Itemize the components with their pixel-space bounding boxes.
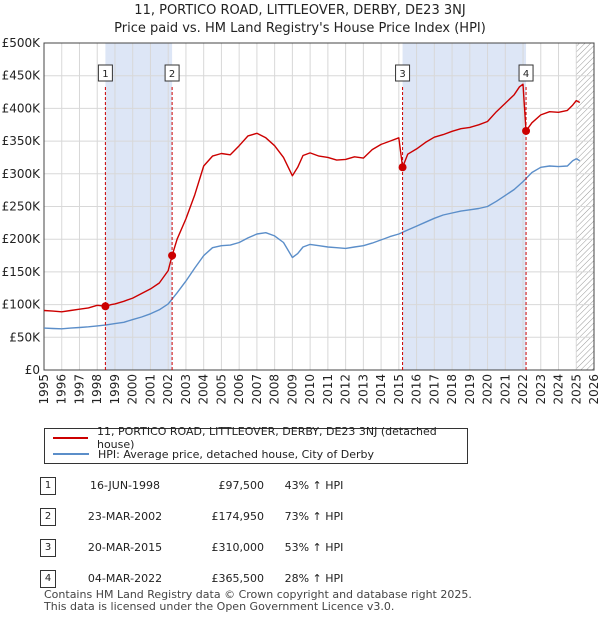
series-line-property [43, 83, 581, 313]
x-tick-label: 2016 [410, 374, 424, 405]
sale-date: 16-JUN-1998 [89, 479, 161, 492]
x-tick-label: 2017 [427, 374, 441, 405]
sale-number-badge: 2 [40, 507, 56, 526]
x-tick-label: 2010 [303, 374, 317, 405]
x-tick-label: 2013 [356, 374, 370, 405]
x-tick-label: 2004 [197, 374, 211, 405]
x-tick-label: 2020 [481, 374, 495, 405]
x-tick-label: 2000 [126, 374, 140, 405]
legend-label-property: 11, PORTICO ROAD, LITTLEOVER, DERBY, DE2… [96, 425, 437, 451]
sale-marker-box [518, 64, 534, 82]
sale-marker-box [97, 64, 113, 82]
sale-marker-number: 4 [523, 69, 529, 80]
x-tick-label: 1995 [37, 374, 51, 405]
sale-point [101, 302, 110, 311]
sale-hpi-change: 28% ↑ HPI [284, 572, 344, 585]
sale-hpi-change: 43% ↑ HPI [284, 479, 344, 492]
x-tick-label: 2008 [268, 374, 282, 405]
sale-hpi-change: 73% ↑ HPI [284, 510, 344, 523]
plot-frame [43, 42, 595, 371]
chart-legend: 11, PORTICO ROAD, LITTLEOVER, DERBY, DE2… [44, 425, 468, 464]
sale-hpi-change: 53% ↑ HPI [284, 541, 344, 554]
y-tick-label: £50K [9, 330, 41, 344]
x-tick-label: 2022 [516, 374, 530, 405]
table-row: 4 04-MAR-2022 £365,500 28% ↑ HPI [40, 563, 364, 594]
x-tick-label: 2006 [232, 374, 246, 405]
x-tick-label: 2005 [214, 374, 228, 405]
y-tick-label: £300K [2, 167, 42, 181]
x-tick-label: 2026 [587, 374, 600, 405]
footer-copyright: Contains HM Land Registry data © Crown c… [44, 588, 472, 601]
y-tick-label: £0 [25, 363, 40, 377]
sale-price: £97,500 [218, 479, 265, 492]
sale-number-badge: 3 [40, 538, 56, 557]
legend-label-hpi: HPI: Average price, detached house, City… [98, 447, 375, 461]
y-tick-label: £450K [2, 69, 42, 83]
sale-number-badge: 4 [40, 569, 56, 588]
y-tick-label: £350K [2, 134, 42, 148]
price-chart: £0 £50K £100K £150K £200K £250K £300K £350K £400… [2, 36, 600, 405]
sale-marker-number: 1 [102, 69, 108, 80]
x-tick-label: 2015 [392, 374, 406, 405]
sale-marker-box [395, 64, 411, 82]
y-tick-label: £150K [2, 265, 42, 279]
x-tick-label: 2012 [339, 374, 353, 405]
x-tick-label: 2009 [285, 374, 299, 405]
sale-number-badge: 1 [40, 476, 56, 495]
y-tick-label: £200K [2, 232, 42, 246]
sale-point [398, 163, 407, 172]
y-tick-label: £500K [2, 36, 42, 50]
sale-price: £174,950 [211, 510, 265, 523]
sale-point [522, 126, 531, 135]
sale-point [168, 251, 177, 260]
x-tick-label: 2001 [143, 374, 157, 405]
x-tick-label: 2025 [569, 374, 583, 405]
legend-swatch-hpi [53, 453, 89, 455]
legend-swatch-property [53, 437, 88, 439]
sales-table: 1 16-JUN-1998 £97,500 43% ↑ HPI 2 23-MAR… [40, 470, 364, 594]
x-tick-label: 2007 [250, 374, 264, 405]
table-row: 1 16-JUN-1998 £97,500 43% ↑ HPI [40, 470, 364, 501]
sale-date: 23-MAR-2002 [87, 510, 163, 523]
x-tick-label: 2023 [534, 374, 548, 405]
chart-title: 11, PORTICO ROAD, LITTLEOVER, DERBY, DE2… [134, 3, 466, 18]
x-tick-label: 2024 [552, 374, 566, 405]
y-tick-label: £400K [2, 101, 42, 115]
x-tick-label: 1996 [55, 374, 69, 405]
footer-licence: This data is licensed under the Open Gov… [44, 600, 395, 613]
legend-item-property: 11, PORTICO ROAD, LITTLEOVER, DERBY, DE2… [53, 425, 467, 451]
x-tick-label: 2018 [445, 374, 459, 405]
footer-notice: Contains HM Land Registry data © Crown c… [44, 589, 472, 613]
sale-marker-number: 2 [169, 69, 175, 80]
x-tick-label: 2019 [463, 374, 477, 405]
chart-subtitle: Price paid vs. HM Land Registry's House … [114, 21, 486, 36]
sale-marker-box [164, 64, 180, 82]
x-tick-label: 1997 [72, 374, 86, 405]
x-tick-label: 2011 [321, 374, 335, 405]
table-row: 2 23-MAR-2002 £174,950 73% ↑ HPI [40, 501, 364, 532]
x-tick-label: 2003 [179, 374, 193, 405]
table-row: 3 20-MAR-2015 £310,000 53% ↑ HPI [40, 532, 364, 563]
x-tick-label: 2002 [161, 374, 175, 405]
y-tick-label: £100K [2, 298, 42, 312]
sale-price: £365,500 [211, 572, 265, 585]
x-tick-label: 2021 [498, 374, 512, 405]
sale-date: 20-MAR-2015 [87, 541, 163, 554]
x-tick-label: 1999 [108, 374, 122, 405]
sale-price: £310,000 [211, 541, 265, 554]
legend-item-hpi: HPI: Average price, detached house, City… [53, 446, 374, 462]
x-tick-label: 1998 [90, 374, 104, 405]
x-tick-label: 2014 [374, 374, 388, 405]
sale-marker-number: 3 [399, 69, 405, 80]
series-line-hpi [43, 158, 581, 330]
y-tick-label: £250K [2, 200, 42, 214]
sale-date: 04-MAR-2022 [87, 572, 163, 585]
